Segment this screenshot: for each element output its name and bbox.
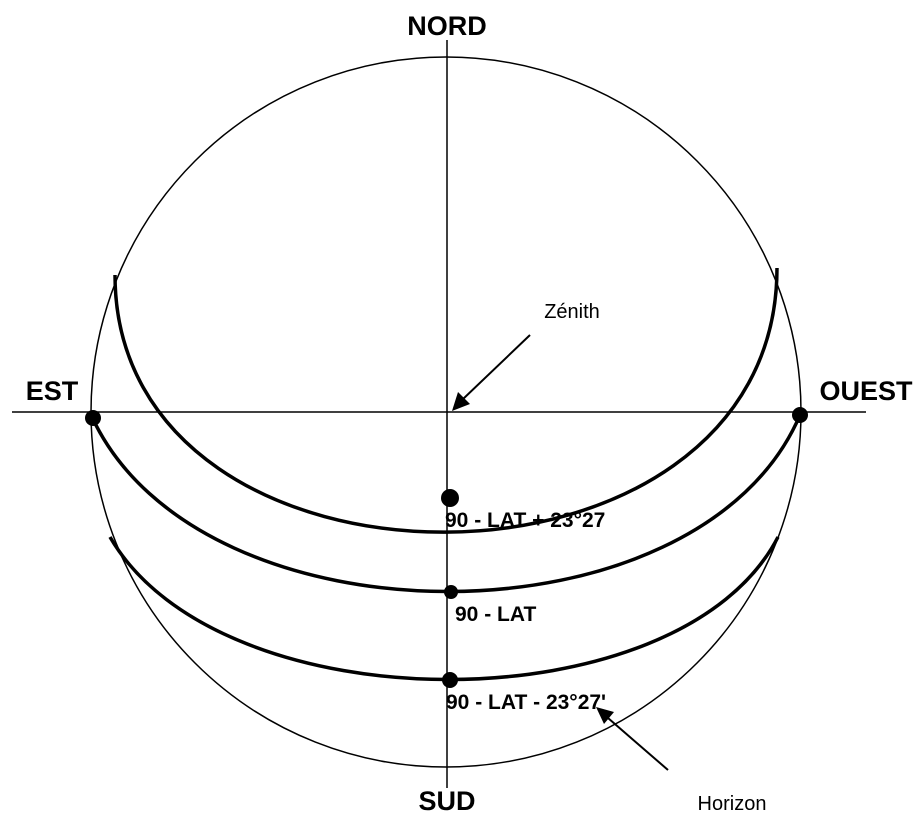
east-label: EST xyxy=(26,376,79,406)
zenith-arrowhead xyxy=(452,392,470,411)
winter-point xyxy=(442,672,458,688)
horizon-label: Horizon xyxy=(698,793,767,815)
summer-path xyxy=(113,267,779,534)
altitude-label: 90 - LAT - 23°27' xyxy=(446,691,606,714)
south-label: SUD xyxy=(418,786,475,815)
summer-point xyxy=(441,489,459,507)
east-point xyxy=(85,410,101,426)
horizon-arrow xyxy=(607,717,669,771)
winter-path xyxy=(108,536,780,682)
west-point xyxy=(792,407,808,423)
altitude-label: 90 - LAT xyxy=(455,603,536,626)
zenith-label: Zénith xyxy=(544,301,600,323)
altitude-label: 90 - LAT + 23°27 xyxy=(445,509,605,532)
north-label: NORD xyxy=(407,11,487,41)
equinox-point xyxy=(444,585,458,599)
west-label: OUEST xyxy=(819,376,913,406)
zenith-arrow xyxy=(461,334,531,401)
horizon-arrowhead xyxy=(596,707,614,724)
